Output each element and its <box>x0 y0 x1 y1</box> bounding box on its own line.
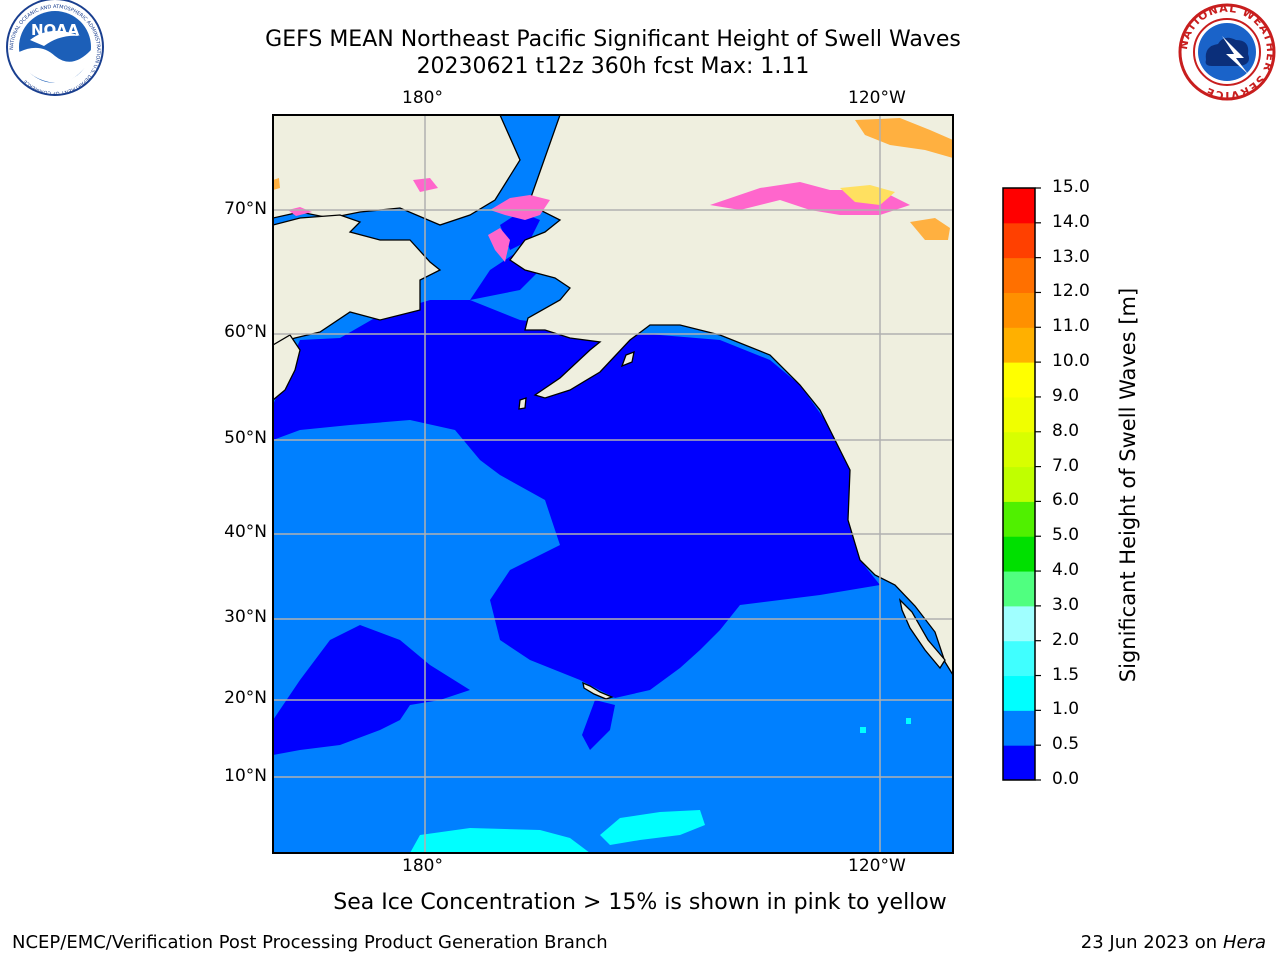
footer-host: Hera <box>1222 932 1266 953</box>
colorbar-tick-label: 10.0 <box>1052 351 1090 372</box>
colorbar-segment <box>1003 396 1035 433</box>
colorbar-segment <box>1003 222 1035 259</box>
lon-tick-bottom-120w: 120°W <box>848 856 906 876</box>
lon-tick-top-120w: 120°W <box>848 88 906 108</box>
lat-tick-60n: 60°N <box>224 322 267 342</box>
nws-logo: NATIONAL WEATHER SERVICE <box>1177 2 1276 102</box>
colorbar-segment <box>1003 536 1035 572</box>
colorbar-tick-label: 15.0 <box>1052 177 1090 197</box>
colorbar-segment <box>1003 640 1035 677</box>
lon-tick-bottom-180: 180° <box>402 856 443 876</box>
lat-tick-50n: 50°N <box>224 428 267 448</box>
colorbar-tick-label: 3.0 <box>1052 594 1080 615</box>
title-line-2: 20230621 t12z 360h fcst Max: 1.11 <box>416 54 810 79</box>
sea-ice-note: Sea Ice Concentration > 15% is shown in … <box>333 890 947 915</box>
lat-tick-70n: 70°N <box>224 199 267 219</box>
colorbar-tick-label: 2.0 <box>1052 629 1080 650</box>
lon-tick-top-180: 180° <box>402 88 443 108</box>
colorbar-segment <box>1003 257 1035 293</box>
noaa-logo-text: NOAA <box>31 21 80 39</box>
gridlines <box>273 115 953 853</box>
colorbar-tick-label: 11.0 <box>1052 316 1090 337</box>
colorbar-tick-label: 12.0 <box>1052 281 1090 302</box>
colorbar-segment <box>1003 466 1035 502</box>
colorbar <box>1003 187 1041 781</box>
footer-date: 23 Jun 2023 on Hera <box>1081 932 1266 953</box>
colorbar-segment <box>1003 605 1035 642</box>
colorbar-frame <box>1002 187 1036 781</box>
footer-date-text: 23 Jun 2023 on <box>1080 932 1218 953</box>
colorbar-segment <box>1003 710 1035 746</box>
colorbar-segment <box>1003 675 1035 711</box>
swell-1.0-1.5m-region <box>410 718 911 853</box>
lat-tick-40n: 40°N <box>224 522 267 542</box>
map-title: GEFS MEAN Northeast Pacific Significant … <box>0 26 1226 80</box>
colorbar-segment <box>1003 431 1035 468</box>
colorbar-segment <box>1003 292 1035 328</box>
colorbar-tick-label: 1.5 <box>1052 664 1080 685</box>
land <box>273 115 953 700</box>
colorbar-segment <box>1003 188 1035 224</box>
colorbar-label: Significant Height of Swell Waves [m] <box>1116 287 1140 683</box>
colorbar-tick-label: 5.0 <box>1052 525 1080 546</box>
colorbar-segment <box>1003 362 1035 398</box>
colorbar-segment <box>1003 501 1035 537</box>
colorbar-tick-label: 0.5 <box>1052 734 1080 755</box>
colorbar-tick-label: 4.0 <box>1052 560 1080 581</box>
lat-tick-20n: 20°N <box>224 688 267 708</box>
colorbar-tick-label: 9.0 <box>1052 385 1080 406</box>
colorbar-tick-label: 6.0 <box>1052 490 1080 511</box>
lat-tick-30n: 30°N <box>224 607 267 627</box>
colorbar-tick-label: 1.0 <box>1052 699 1080 720</box>
plot-area <box>273 115 953 853</box>
colorbar-tick-label: 8.0 <box>1052 420 1080 441</box>
colorbar-tick-label: 0.0 <box>1052 769 1080 789</box>
colorbar-tick-label: 13.0 <box>1052 246 1090 267</box>
colorbar-segment <box>1003 327 1035 363</box>
colorbar-tick-label: 7.0 <box>1052 455 1080 476</box>
noaa-logo: NOAA NATIONAL OCEANIC AND ATMOSPHERIC AD… <box>6 0 104 96</box>
colorbar-segment <box>1003 571 1035 607</box>
plot-frame <box>272 114 954 854</box>
lat-tick-10n: 10°N <box>224 766 267 786</box>
title-line-1: GEFS MEAN Northeast Pacific Significant … <box>265 27 961 52</box>
colorbar-tick-label: 14.0 <box>1052 211 1090 232</box>
colorbar-segment <box>1003 745 1035 781</box>
footer-credit: NCEP/EMC/Verification Post Processing Pr… <box>12 932 608 953</box>
